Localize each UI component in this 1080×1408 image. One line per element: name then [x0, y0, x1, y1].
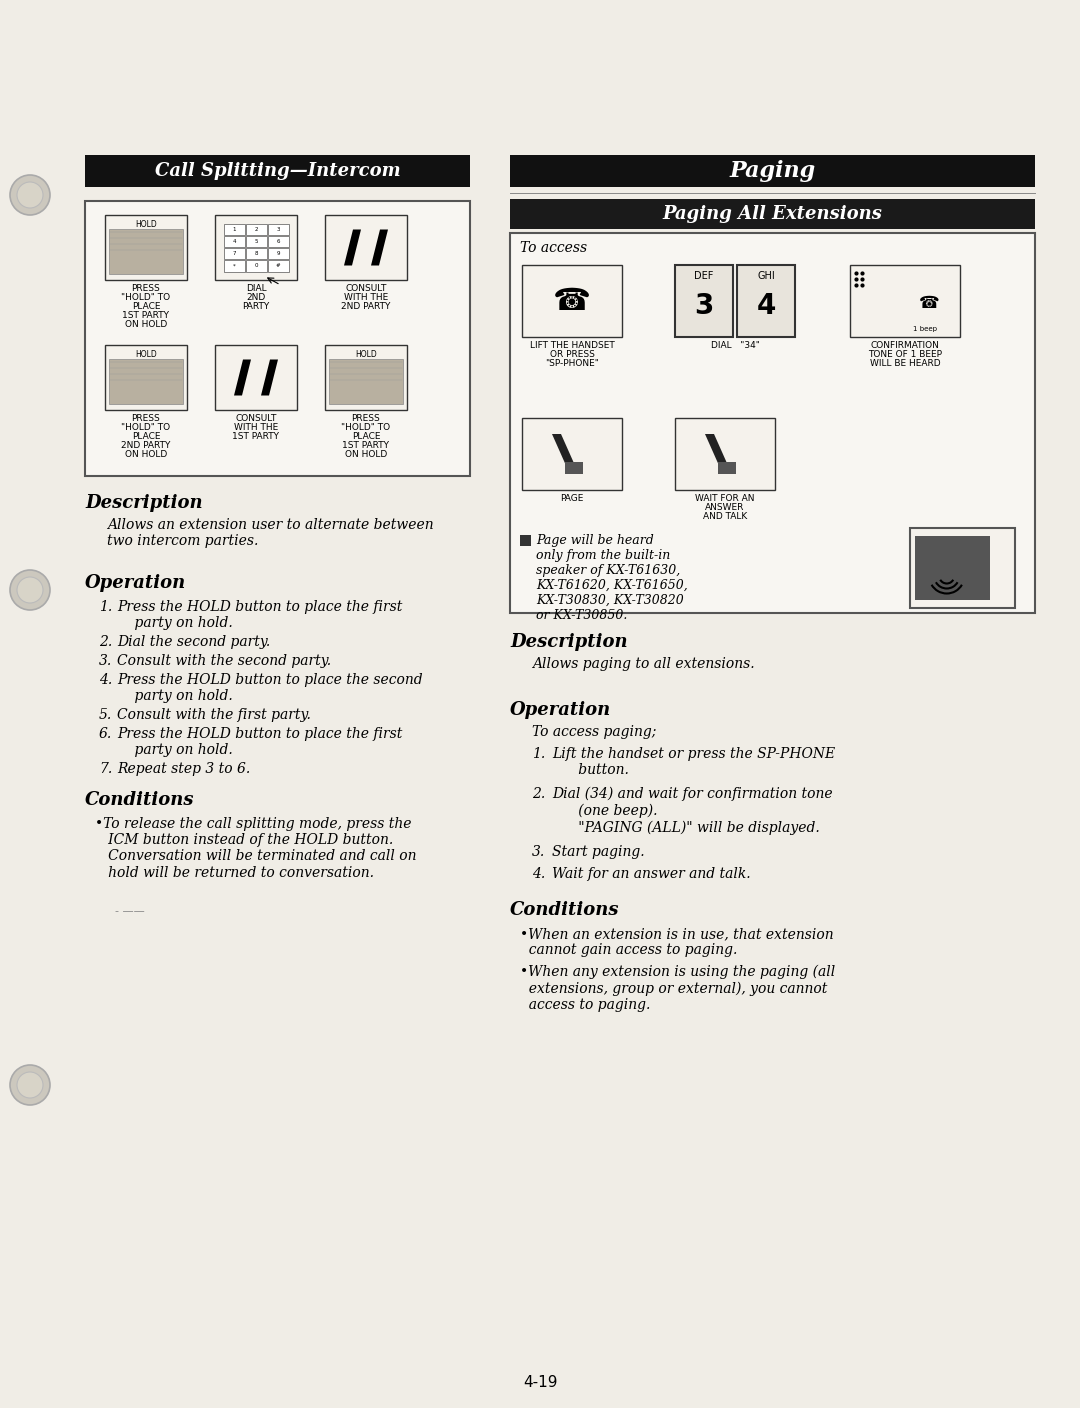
Text: To access: To access [519, 241, 588, 255]
Text: Allows an extension user to alternate between
two intercom parties.: Allows an extension user to alternate be… [107, 518, 434, 548]
Circle shape [10, 175, 50, 215]
Polygon shape [552, 434, 577, 470]
FancyBboxPatch shape [224, 260, 244, 272]
Text: 4: 4 [232, 239, 235, 244]
FancyBboxPatch shape [565, 462, 583, 474]
FancyBboxPatch shape [510, 199, 1035, 230]
Text: Page will be heard
only from the built-in
speaker of KX-T61630,
KX-T61620, KX-T6: Page will be heard only from the built-i… [536, 534, 688, 622]
Text: Consult with the second party.: Consult with the second party. [117, 653, 332, 667]
Text: Press the HOLD button to place the first
    party on hold.: Press the HOLD button to place the first… [117, 600, 403, 631]
Text: 3.: 3. [99, 653, 112, 667]
FancyBboxPatch shape [510, 232, 1035, 612]
FancyBboxPatch shape [325, 345, 407, 410]
Text: 1.: 1. [99, 600, 112, 614]
Text: AND TALK: AND TALK [703, 513, 747, 521]
FancyBboxPatch shape [105, 215, 187, 280]
Text: ON HOLD: ON HOLD [345, 451, 387, 459]
Text: CONFIRMATION: CONFIRMATION [870, 341, 940, 351]
FancyBboxPatch shape [675, 265, 733, 337]
Text: 3: 3 [276, 227, 280, 232]
Circle shape [17, 1071, 43, 1098]
Text: 2.: 2. [99, 635, 112, 649]
Circle shape [17, 577, 43, 603]
Text: 6: 6 [276, 239, 280, 244]
Text: Press the HOLD button to place the first
    party on hold.: Press the HOLD button to place the first… [117, 727, 403, 758]
FancyBboxPatch shape [245, 235, 267, 246]
Text: Operation: Operation [85, 574, 186, 591]
FancyBboxPatch shape [718, 462, 735, 474]
Text: 7.: 7. [99, 762, 112, 776]
Text: 9: 9 [276, 251, 280, 256]
Text: Paging: Paging [729, 161, 815, 182]
Text: •To release the call splitting mode, press the
   ICM button instead of the HOLD: •To release the call splitting mode, pre… [95, 817, 417, 880]
FancyBboxPatch shape [268, 248, 288, 259]
Text: 4.: 4. [99, 673, 112, 687]
FancyBboxPatch shape [737, 265, 795, 337]
FancyBboxPatch shape [215, 345, 297, 410]
Text: OR PRESS: OR PRESS [550, 351, 594, 359]
Text: PLACE: PLACE [132, 301, 160, 311]
FancyBboxPatch shape [510, 155, 1035, 187]
FancyBboxPatch shape [522, 418, 622, 490]
Text: *: * [232, 263, 235, 269]
Polygon shape [372, 230, 388, 266]
Text: Press the HOLD button to place the second
    party on hold.: Press the HOLD button to place the secon… [117, 673, 422, 703]
Text: HOLD: HOLD [135, 220, 157, 230]
Text: ANSWER: ANSWER [705, 503, 745, 513]
FancyBboxPatch shape [215, 215, 297, 280]
Text: HOLD: HOLD [135, 351, 157, 359]
Text: PRESS: PRESS [132, 414, 160, 422]
Text: 2ND PARTY: 2ND PARTY [341, 301, 391, 311]
FancyBboxPatch shape [245, 224, 267, 235]
Text: HOLD: HOLD [355, 351, 377, 359]
Text: PARTY: PARTY [242, 301, 270, 311]
Text: 3: 3 [694, 291, 714, 320]
FancyBboxPatch shape [522, 265, 622, 337]
Text: "SP-PHONE": "SP-PHONE" [545, 359, 599, 367]
FancyBboxPatch shape [224, 235, 244, 246]
FancyBboxPatch shape [224, 224, 244, 235]
Text: PAGE: PAGE [561, 494, 583, 503]
Text: Paging All Extensions: Paging All Extensions [662, 206, 882, 222]
Text: WITH THE: WITH THE [234, 422, 279, 432]
Text: 5.: 5. [99, 708, 112, 722]
FancyBboxPatch shape [268, 224, 288, 235]
Text: 6.: 6. [99, 727, 112, 741]
Text: WAIT FOR AN: WAIT FOR AN [696, 494, 755, 503]
Text: Conditions: Conditions [85, 791, 194, 810]
Text: Lift the handset or press the SP-PHONE
      button.: Lift the handset or press the SP-PHONE b… [552, 748, 835, 777]
FancyBboxPatch shape [268, 235, 288, 246]
Text: CONSULT: CONSULT [235, 414, 276, 422]
Text: To access paging;: To access paging; [532, 725, 657, 739]
FancyBboxPatch shape [519, 535, 531, 546]
Text: 2ND PARTY: 2ND PARTY [121, 441, 171, 451]
Text: 8: 8 [254, 251, 258, 256]
Text: ☎: ☎ [919, 294, 940, 313]
Text: 4.: 4. [532, 867, 545, 881]
Text: 5: 5 [254, 239, 258, 244]
Text: 2.: 2. [532, 787, 545, 801]
FancyBboxPatch shape [85, 201, 470, 476]
Text: "HOLD" TO: "HOLD" TO [121, 293, 171, 301]
Text: CONSULT: CONSULT [346, 284, 387, 293]
Circle shape [10, 570, 50, 610]
FancyBboxPatch shape [85, 155, 470, 187]
Text: 4-19: 4-19 [523, 1376, 557, 1390]
Text: 3.: 3. [532, 845, 545, 859]
FancyBboxPatch shape [268, 260, 288, 272]
Text: PRESS: PRESS [352, 414, 380, 422]
Text: "HOLD" TO: "HOLD" TO [121, 422, 171, 432]
Polygon shape [345, 230, 361, 266]
Text: ON HOLD: ON HOLD [125, 320, 167, 329]
Text: WITH THE: WITH THE [343, 293, 388, 301]
Text: "HOLD" TO: "HOLD" TO [341, 422, 391, 432]
Text: •When an extension is in use, that extension
  cannot gain access to paging.: •When an extension is in use, that exten… [519, 926, 834, 957]
FancyBboxPatch shape [109, 359, 183, 404]
FancyBboxPatch shape [915, 536, 990, 600]
Text: Operation: Operation [510, 701, 611, 719]
Text: - ——: - —— [114, 905, 145, 917]
Text: Conditions: Conditions [510, 901, 620, 919]
Text: Start paging.: Start paging. [552, 845, 645, 859]
Text: PRESS: PRESS [132, 284, 160, 293]
